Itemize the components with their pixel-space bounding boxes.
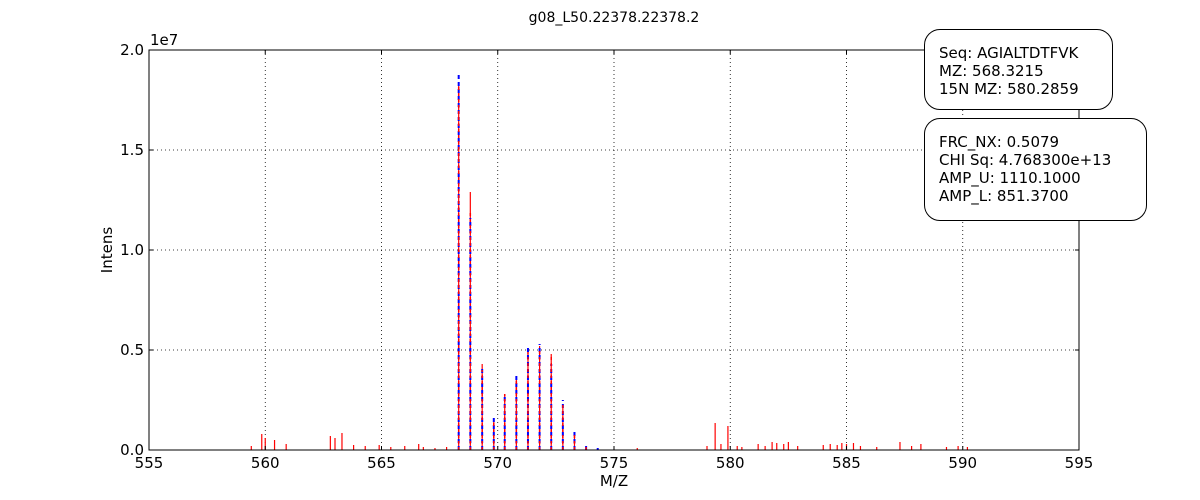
y-tick-label: 1.0 — [120, 241, 144, 259]
x-tick-label: 560 — [251, 454, 280, 472]
n15-mz-text: 15N MZ: 580.2859 — [939, 80, 1079, 98]
spectrum-peaks — [250, 72, 969, 450]
axis-ticks: 555 560 565 570 575 580 585 590 595 0.0 0.5 1.0 1.5 2… — [120, 41, 1093, 472]
amp-u-text: AMP_U: 1110.1000 — [939, 169, 1081, 187]
chi-sq-text: CHI Sq: 4.768300e+13 — [939, 151, 1112, 169]
mz-text: MZ: 568.3215 — [939, 62, 1044, 80]
x-axis-label: M/Z — [600, 472, 628, 490]
frc-nx-text: FRC_NX: 0.5079 — [939, 133, 1060, 151]
y-tick-label: 0.0 — [120, 441, 144, 459]
x-tick-label: 590 — [948, 454, 977, 472]
x-tick-label: 595 — [1065, 454, 1094, 472]
y-tick-label: 2.0 — [120, 41, 144, 59]
fit-stats-box: FRC_NX: 0.5079 CHI Sq: 4.768300e+13 AMP_… — [924, 118, 1147, 221]
sequence-info-box: Seq: AGIALTDTFVK MZ: 568.3215 15N MZ: 58… — [924, 29, 1113, 110]
y-tick-label: 0.5 — [120, 341, 144, 359]
grid-lines — [149, 50, 1079, 450]
x-tick-label: 570 — [483, 454, 512, 472]
x-tick-label: 585 — [832, 454, 861, 472]
chart-title: g08_L50.22378.22378.2 — [529, 10, 700, 26]
y-axis-label: Intens — [98, 227, 116, 274]
sequence-text: Seq: AGIALTDTFVK — [939, 44, 1079, 62]
x-tick-label: 555 — [135, 454, 164, 472]
y-tick-label: 1.5 — [120, 141, 144, 159]
y-multiplier-label: 1e7 — [150, 31, 178, 49]
x-tick-label: 580 — [716, 454, 745, 472]
amp-l-text: AMP_L: 851.3700 — [939, 187, 1069, 205]
x-tick-label: 565 — [367, 454, 396, 472]
x-tick-label: 575 — [600, 454, 629, 472]
